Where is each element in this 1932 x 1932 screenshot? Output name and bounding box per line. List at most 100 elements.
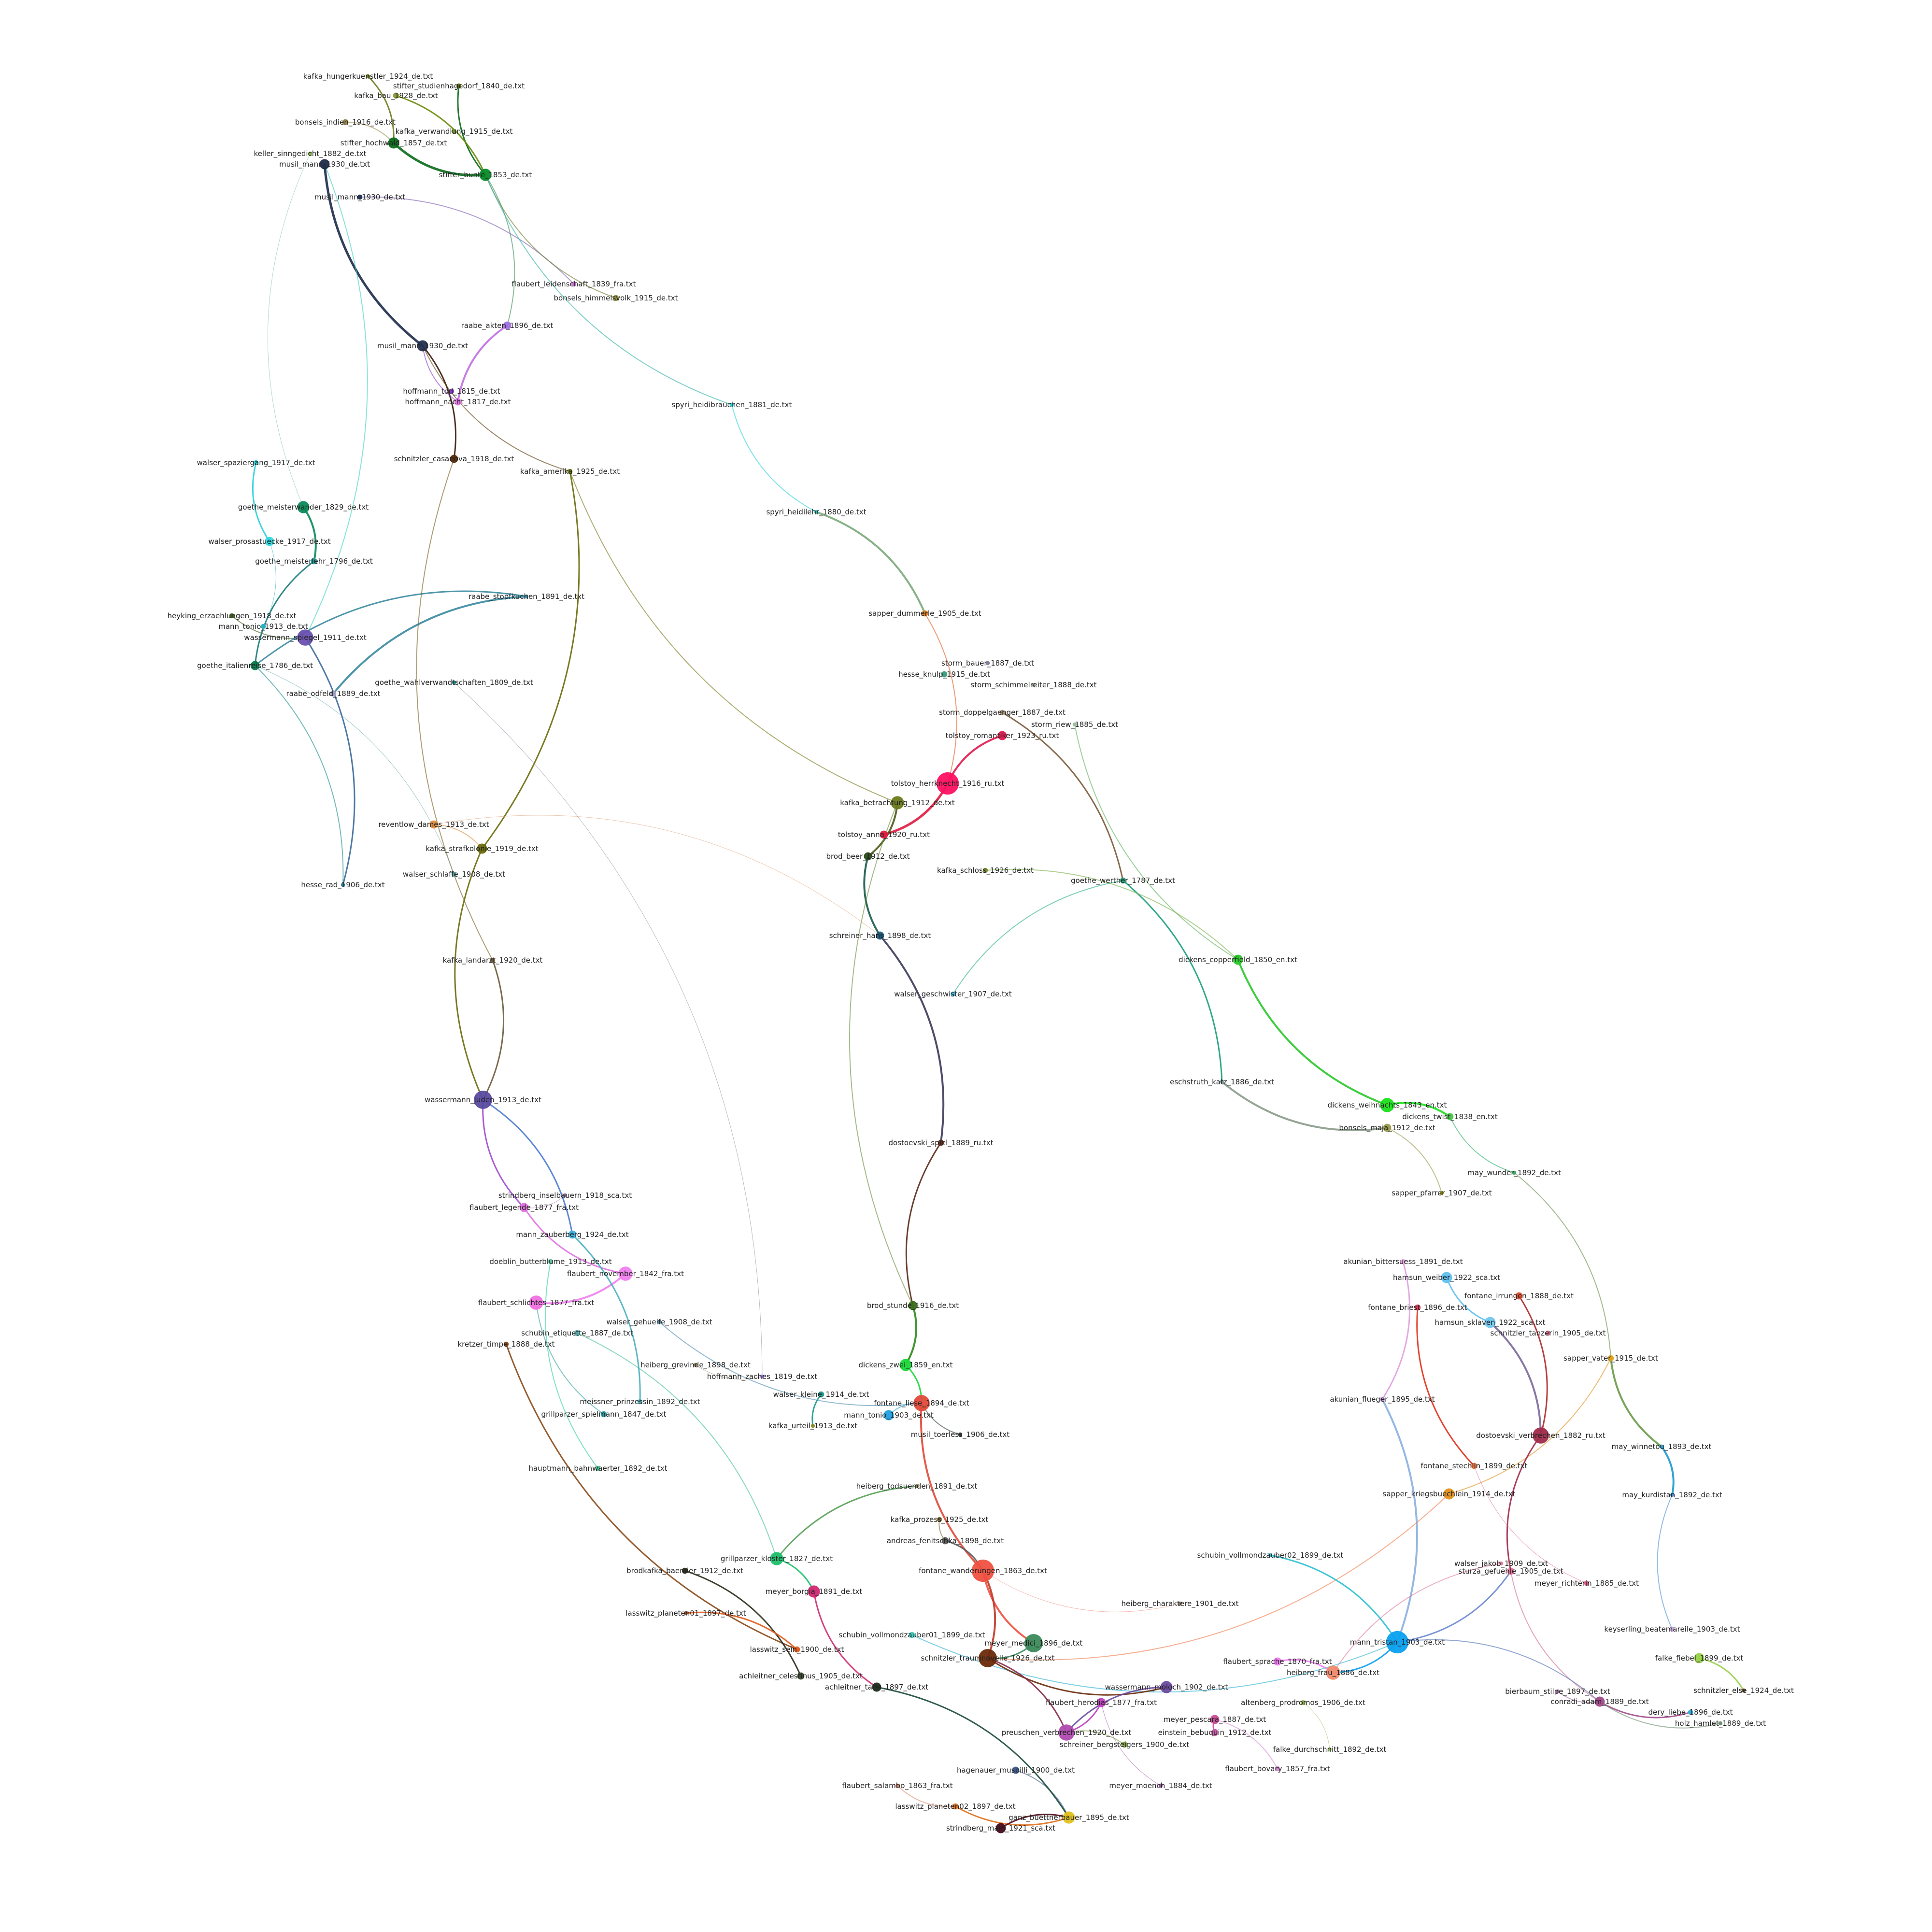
node-ganz-buettnerbauer-1895-de[interactable] [1063,1811,1075,1824]
node-kafka-landarzt-1920-de[interactable] [490,957,496,963]
node-dickens-copperfield-1850-en[interactable] [1233,954,1243,965]
node-bierbaum-stilpe-1897-de[interactable] [1555,1689,1560,1694]
node-akunian-flueger-1895-de[interactable] [1379,1396,1385,1402]
node-falke-fiebel-1899-de[interactable] [1694,1653,1705,1663]
node-meyer-medici-1896-de[interactable] [1024,1634,1043,1652]
node-hesse-knulp-1915-de[interactable] [941,671,948,678]
node-keyserling-beatemareile-1903-de[interactable] [1669,1626,1675,1632]
node-stifter-hochwald-1857-de[interactable] [388,137,399,149]
node-musil-mann-1930-de[interactable] [319,159,330,170]
node-holz-hamlet-1889-de[interactable] [1718,1721,1723,1726]
node-kafka-verwandlung-1915-de[interactable] [451,128,457,134]
node-sapper-vater-1915-de[interactable] [1607,1355,1614,1362]
node-kafka-hungerkuenstler-1924-de[interactable] [366,74,370,79]
node-hesse-rad-1906-de[interactable] [341,882,345,887]
node-brod-stunde-1916-de[interactable] [908,1301,918,1310]
node-grillparzer-kloster-1827-de[interactable] [770,1552,783,1565]
node-raabe-stopfkuchen-1891-de[interactable] [524,594,529,599]
node-raabe-odfeld-1889-de[interactable] [330,690,337,697]
node-grillparzer-spielmann-1847-de[interactable] [600,1411,607,1418]
node-hoffmann-tod-1815-de[interactable] [449,388,455,394]
node-preuschen-verbrechen-1920-de[interactable] [1058,1724,1075,1741]
node-may-kurdistan-1892-de[interactable] [1670,1492,1675,1497]
node-kafka-betrachtung-1912-de[interactable] [891,796,904,810]
node-wassermann-moloch-1902-de[interactable] [1160,1681,1173,1693]
node-conradi-adam-1889-de[interactable] [1594,1696,1605,1707]
node-musil-toerless-1906-de[interactable] [958,1432,963,1437]
node-kafka-schloss-1926-de[interactable] [982,867,988,873]
node-goethe-meisterlehr-1796-de[interactable] [311,558,317,565]
node-flaubert-legende-1877-fra[interactable] [519,1203,529,1212]
node-achleitner-celestinus-1905-de[interactable] [797,1672,805,1680]
node-flaubert-november-1842-fra[interactable] [618,1266,633,1281]
node-goethe-meisterwander-1829-de[interactable] [297,501,310,513]
node-bonsels-indien-1916-de[interactable] [342,119,349,126]
node-may-winnetou-1893-de[interactable] [1659,1444,1664,1449]
node-storm-schimmelreiter-1888-de[interactable] [1031,682,1036,687]
node-stifter-studienhagedorf-1840-de[interactable] [456,83,462,89]
node-meyer-pescara-1887-de[interactable] [1210,1715,1220,1724]
node-may-wunder-1892-de[interactable] [1512,1170,1517,1175]
node-spyri-heidilehr-1880-de[interactable] [814,510,819,514]
node-flaubert-leidenschaft-1839-fra[interactable] [571,281,577,287]
node-bonsels-maja-1912-de[interactable] [1383,1123,1392,1132]
node-walser-jakob-1909-de[interactable] [1499,1561,1504,1566]
node-fontane-wanderungen-1863-de[interactable] [971,1559,994,1582]
node-mann-tristan-1903-de[interactable] [1386,1631,1409,1654]
node-brod-beer-1912-de[interactable] [864,852,872,861]
node-dostoevski-verbrechen-1882-ru[interactable] [1533,1427,1549,1444]
node-walser-prosastuecke-1917-de[interactable] [265,537,274,546]
node-flaubert-herodias-1877-fra[interactable] [1096,1698,1106,1707]
node-musil-mann3-1930-de[interactable] [417,340,428,352]
node-kafka-strafkolonie-1919-de[interactable] [477,843,487,854]
node-reventlow-dames-1913-de[interactable] [429,820,438,829]
node-meissner-prinzessin-1892-de[interactable] [637,1399,643,1405]
node-meyer-richterin-1885-de[interactable] [1584,1580,1590,1586]
node-heiberg-grevinde-1898-de[interactable] [693,1363,698,1367]
node-andreas-fenitschka-1898-de[interactable] [941,1537,949,1545]
node-dostoevski-spiel-1889-ru[interactable] [938,1139,944,1146]
node-hamsun-weiber-1922-sca[interactable] [1441,1272,1452,1283]
node-kafka-bau-1928-de[interactable] [393,92,399,99]
node-schubin-vollmondzauber01-1899-de[interactable] [909,1632,915,1638]
node-goethe-werther-1787-de[interactable] [1120,877,1126,884]
node-tolstoy-herrknecht-1916-ru[interactable] [936,772,959,795]
node-heyking-erzaehlungen-1918-de[interactable] [229,613,235,619]
node-doeblin-butterblume-1913-de[interactable] [548,1259,554,1264]
node-bonsels-himmelsvolk-1915-de[interactable] [612,295,619,301]
node-sturza-gefuehle-1905-de[interactable] [1507,1567,1515,1575]
node-altenberg-prodromos-1906-de[interactable] [1300,1700,1306,1705]
node-walser-kleine-1914-de[interactable] [818,1391,824,1398]
node-brodkafka-baender-1912-de[interactable] [682,1567,688,1574]
node-goethe-italienreise-1786-de[interactable] [250,661,260,670]
node-meyer-borgia-1891-de[interactable] [808,1585,820,1598]
node-kafka-prozess-1925-de[interactable] [937,1517,942,1522]
node-fontane-irrungen-1888-de[interactable] [1515,1292,1523,1300]
node-goethe-wahlverwandtschaften-1809-de[interactable] [452,680,456,685]
node-fontane-liese-1894-de[interactable] [913,1395,930,1411]
node-walser-gehuelfe-1908-de[interactable] [657,1320,662,1324]
node-dickens-zwei-1859-en[interactable] [899,1359,912,1371]
node-hagenauer-muspilli-1900-de[interactable] [1012,1766,1020,1774]
node-storm-doppelgaenger-1887-de[interactable] [999,710,1005,715]
node-sapper-dummerle-1905-de[interactable] [922,610,928,617]
node-hamsun-sklaven-1922-sca[interactable] [1484,1317,1496,1328]
node-spyri-heidibrauchen-1881-de[interactable] [729,402,734,407]
node-wassermann-spiegel-1911-de[interactable] [297,629,313,646]
node-storm-riew-1885-de[interactable] [1072,722,1077,727]
node-lasswitz-planeten01-1897-de[interactable] [683,1611,688,1616]
node-heiberg-todsuenden-1891-de[interactable] [914,1484,919,1489]
node-einstein-bebuquin-1912-de[interactable] [1211,1729,1219,1736]
node-strindberg-maid-1921-sca[interactable] [995,1823,1006,1833]
node-sapper-pfarrer-1907-de[interactable] [1439,1191,1444,1195]
node-dickens-weihnachts-1843-en[interactable] [1380,1098,1394,1112]
node-akunian-bittersuess-1891-de[interactable] [1400,1259,1406,1264]
node-sapper-kriegsbuechlein-1914-de[interactable] [1443,1488,1455,1500]
node-tolstoy-romantiker-1923-ru[interactable] [997,731,1007,740]
node-schnitzler-traumnovelle-1926-de[interactable] [979,1649,997,1667]
node-hauptmann-bahnwaerter-1892-de[interactable] [595,1465,601,1471]
node-fontane-briest-1896-de[interactable] [1414,1304,1421,1311]
node-mann-zauberberg-1924-de[interactable] [568,1230,577,1239]
node-schreiner-bergsteigers-1900-de[interactable] [1121,1741,1128,1748]
node-tolstoy-anna-1920-ru[interactable] [880,830,888,839]
